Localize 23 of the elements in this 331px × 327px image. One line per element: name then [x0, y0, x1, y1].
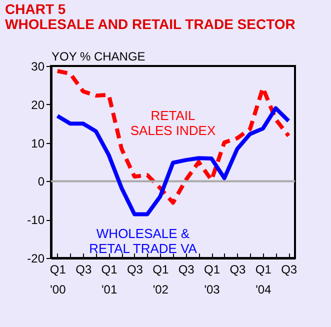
series-label: RETAIL SALES INDEX [130, 108, 216, 138]
text: WHOLESALE & RETAL TRADE VA [89, 226, 198, 256]
x-tick-label: Q1 '00 [50, 262, 66, 296]
x-tick-label: Q3 [230, 262, 246, 276]
x-tick-label: Q3 [178, 262, 195, 276]
x-tick-label: Q1 '04 [255, 262, 272, 296]
y-tick-label: 10 [31, 136, 45, 150]
chart-subtitle: WHOLESALE AND RETAIL TRADE SECTOR [5, 16, 296, 32]
y-tick-label: -20 [27, 252, 45, 266]
y-tick-label: 30 [31, 60, 45, 74]
x-tick-label: Q3 [126, 262, 144, 276]
line-series [55, 106, 291, 216]
chart-title: CHART 5 [5, 1, 66, 17]
y-axis-title: YOY % CHANGE [52, 50, 146, 64]
y-tick-label: -10 [27, 213, 45, 228]
y-tick-label: 0 [38, 174, 45, 189]
x-tick-label: Q1 '01 [101, 262, 118, 296]
x-tick-label: Q3 [281, 262, 298, 276]
x-tick-label: Q1 '02 [152, 262, 169, 296]
y-tick-label: 20 [31, 98, 45, 112]
line-series [55, 68, 291, 205]
x-tick-label: Q3 [76, 262, 92, 276]
x-tick-label: Q1 '03 [204, 262, 220, 296]
